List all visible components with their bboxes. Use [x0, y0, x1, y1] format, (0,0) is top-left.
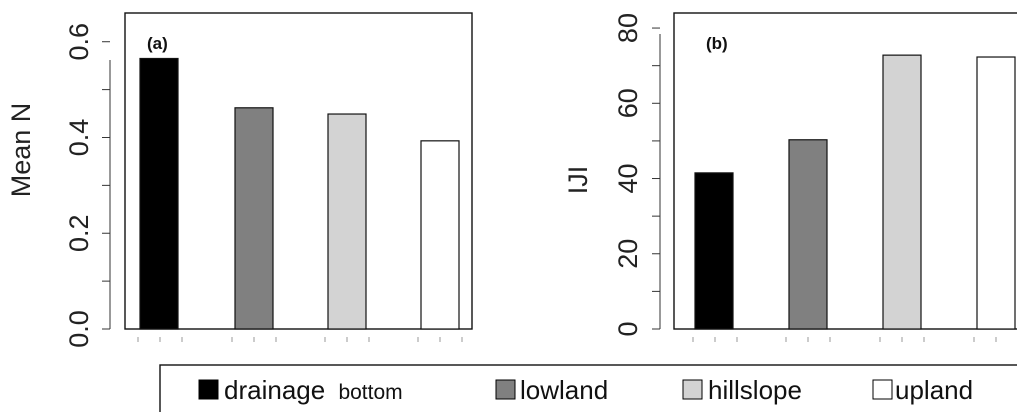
panel-b-label: (b) [706, 34, 728, 53]
y-tick-label: 0.4 [64, 119, 94, 157]
legend-swatch [198, 379, 219, 400]
bar-upland [976, 56, 1016, 330]
panel-b-y-axis-label: IJI [563, 166, 593, 195]
y-tick-label: 0.2 [64, 214, 94, 252]
bar-lowland [788, 139, 828, 330]
bar-drainage-bottom [694, 172, 734, 330]
y-tick-label: 80 [613, 13, 643, 43]
bar-lowland [234, 107, 274, 330]
bar-hillslope [327, 113, 367, 330]
y-tick-label: 0 [613, 321, 643, 336]
y-tick-label: 20 [613, 239, 643, 269]
legend-label-small: bottom [338, 381, 402, 404]
panel-b-y-ticks: 0 20 40 60 80 [613, 13, 660, 337]
panel-b-frame [673, 12, 1017, 330]
panel-a-y-ticks: 0.0 0.2 0.4 0.6 [64, 23, 110, 348]
legend-swatch [495, 379, 516, 400]
legend-label-main: drainage [224, 375, 325, 405]
panel-b-x-ticks [692, 337, 997, 342]
bar-hillslope [882, 54, 922, 330]
panel-b-iji: (b) IJI 0 20 40 60 80 [563, 12, 1017, 342]
panel-a-label: (a) [147, 34, 168, 53]
legend-item-hillslope: hillslope [682, 375, 802, 405]
legend-item-lowland: lowland [495, 375, 608, 405]
legend-label: drainage bottom [224, 375, 403, 405]
bar-drainage-bottom [139, 57, 179, 330]
legend: drainage bottom lowland hillslope upland [159, 364, 1017, 412]
panel-a-y-axis-label: Mean N [6, 103, 36, 198]
panel-a-mean-n: (a) Mean N 0.0 0.2 0.4 0.6 [6, 12, 473, 348]
y-tick-label: 60 [613, 88, 643, 118]
y-tick-label: 40 [613, 164, 643, 194]
legend-label: upland [895, 375, 973, 405]
panel-a-bars [139, 57, 460, 330]
legend-swatch [872, 379, 893, 400]
legend-swatch [682, 379, 703, 400]
panel-a-frame [124, 12, 473, 330]
legend-label: lowland [520, 375, 608, 405]
panel-a-x-ticks [137, 337, 463, 342]
y-tick-label: 0.0 [64, 310, 94, 348]
y-tick-label: 0.6 [64, 23, 94, 61]
bar-upland [420, 140, 460, 330]
legend-item-upland: upland [872, 375, 973, 405]
legend-item-drainage-bottom: drainage bottom [198, 375, 403, 405]
legend-label: hillslope [708, 375, 802, 405]
panel-b-bars [694, 54, 1016, 330]
